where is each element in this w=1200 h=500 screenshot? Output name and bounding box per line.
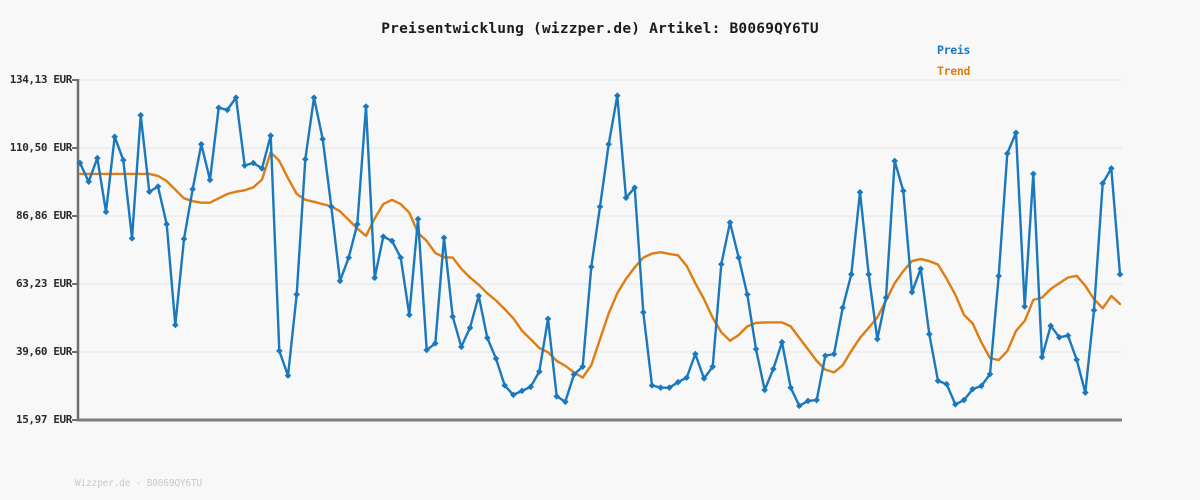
y-axis-tick-label: 15,97 EUR — [15, 413, 72, 426]
y-axis-tick-label: 110,50 EUR — [9, 141, 73, 154]
legend-item-preis: Preis — [937, 43, 971, 57]
y-axis-tick-label: 134,13 EUR — [9, 73, 73, 86]
watermark: Wizzper.de - B0069QY6TU — [75, 478, 202, 489]
y-axis-tick-label: 86,86 EUR — [15, 209, 72, 222]
page-title: Preisentwicklung (wizzper.de) Artikel: B… — [381, 21, 819, 37]
y-axis-tick-label: 63,23 EUR — [15, 277, 72, 290]
chart-legend: Preis Trend — [937, 40, 970, 82]
y-axis-tick-label: 39,60 EUR — [15, 345, 72, 358]
legend-item-trend: Trend — [937, 64, 971, 78]
